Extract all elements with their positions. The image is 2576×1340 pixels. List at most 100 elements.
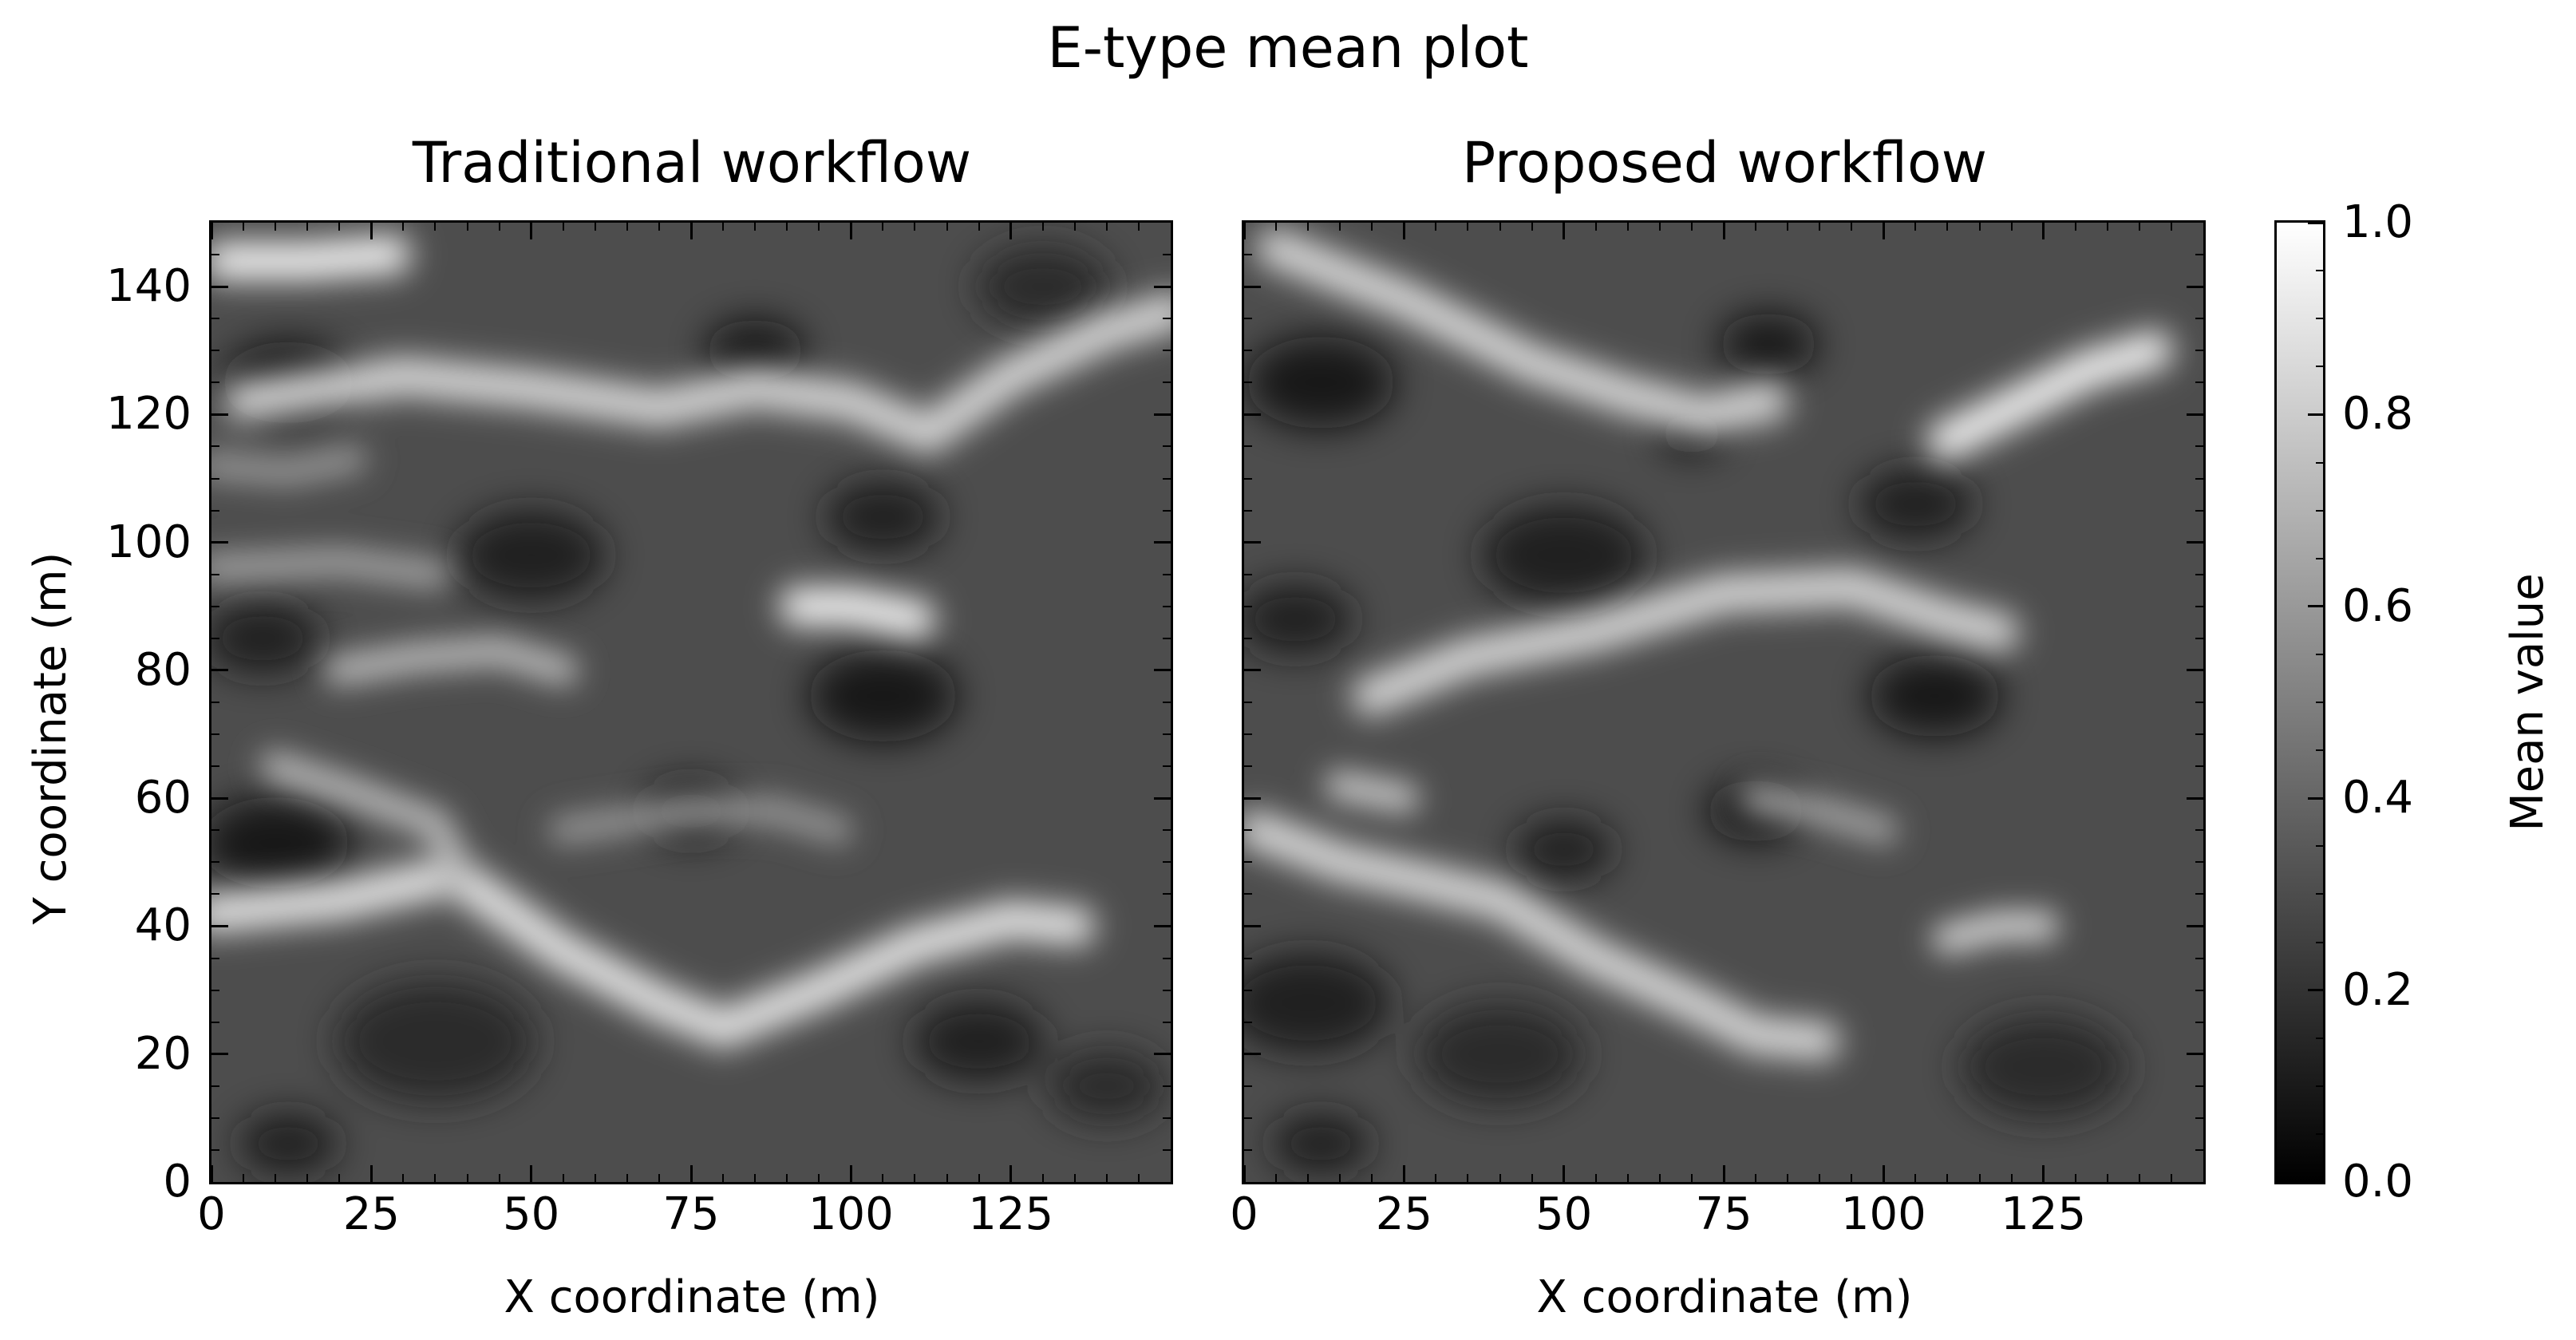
x-minor-tick: [882, 1174, 884, 1183]
y-minor-tick-right: [1163, 989, 1171, 991]
y-major-tick-right: [2187, 669, 2204, 672]
x-minor-tick-top: [1531, 222, 1533, 231]
x-minor-tick: [498, 1174, 500, 1183]
x-minor-tick-top: [1499, 222, 1501, 231]
y-tick-label: 40: [134, 899, 192, 952]
dark-region-3: [1480, 504, 1647, 607]
x-minor-tick: [1851, 1174, 1853, 1183]
bright-channel-4: [211, 551, 445, 584]
colorbar-tick-label: 0.6: [2342, 579, 2414, 632]
y-minor-tick: [1243, 1021, 1252, 1023]
y-minor-tick: [211, 765, 219, 768]
x-tick-label: 100: [1840, 1188, 1926, 1240]
bright-channel-8: [553, 801, 848, 840]
x-minor-tick: [1307, 1174, 1310, 1183]
x-major-tick: [1882, 1165, 1885, 1183]
y-major-tick-right: [2187, 796, 2204, 800]
y-minor-tick-right: [1163, 381, 1171, 384]
y-minor-tick-right: [1163, 509, 1171, 512]
x-minor-tick-top: [1594, 222, 1597, 231]
y-minor-tick-right: [2195, 254, 2204, 256]
x-minor-tick-top: [466, 222, 468, 231]
y-minor-tick-right: [1163, 350, 1171, 352]
y-minor-tick-right: [2195, 445, 2204, 448]
y-minor-tick: [1243, 957, 1252, 959]
x-tick-label: 25: [342, 1188, 400, 1240]
x-minor-tick: [1755, 1174, 1757, 1183]
y-minor-tick: [1243, 989, 1252, 991]
left-heatmap-image: [211, 223, 1171, 1182]
y-minor-tick-right: [2195, 1021, 2204, 1023]
x-major-tick-top: [1722, 222, 1725, 239]
colorbar-minor-tick: [2316, 941, 2324, 943]
x-major-tick-top: [210, 222, 213, 239]
y-minor-tick-right: [2195, 1148, 2204, 1151]
x-minor-tick: [2106, 1174, 2108, 1183]
y-minor-tick-right: [2195, 509, 2204, 512]
x-minor-tick: [818, 1174, 820, 1183]
colorbar-minor-tick: [2316, 557, 2324, 559]
x-minor-tick: [1978, 1174, 1981, 1183]
x-tick-label: 75: [662, 1188, 720, 1240]
y-minor-tick-right: [2195, 605, 2204, 607]
colorbar-minor-tick: [2316, 653, 2324, 655]
x-minor-tick-top: [1690, 222, 1693, 231]
x-minor-tick: [2170, 1174, 2172, 1183]
colorbar-minor-tick: [2316, 1037, 2324, 1039]
y-minor-tick: [1243, 1117, 1252, 1119]
x-minor-tick-top: [1787, 222, 1789, 231]
y-major-tick: [211, 669, 228, 672]
x-major-tick: [210, 1165, 213, 1183]
y-minor-tick: [211, 957, 219, 959]
x-minor-tick: [1499, 1174, 1501, 1183]
y-minor-tick-right: [1163, 765, 1171, 768]
y-minor-tick: [1243, 477, 1252, 480]
x-minor-tick-top: [1041, 222, 1044, 231]
x-minor-tick-top: [1339, 222, 1341, 231]
dark-region-4: [1857, 468, 1974, 540]
y-minor-tick-right: [2195, 733, 2204, 736]
x-tick-label: 0: [197, 1188, 226, 1240]
dark-region-5: [1244, 583, 1354, 655]
x-tick-label: 125: [2001, 1188, 2087, 1240]
y-minor-tick-right: [1163, 733, 1171, 736]
y-minor-tick: [1243, 509, 1252, 512]
dark-region-7: [211, 796, 350, 889]
y-major-tick-right: [1154, 924, 1171, 927]
x-minor-tick-top: [1105, 222, 1108, 231]
colorbar-minor-tick: [2316, 1132, 2324, 1135]
y-tick-label: 140: [106, 260, 192, 313]
colorbar-minor-tick: [2316, 366, 2324, 368]
dark-region-11: [238, 1113, 338, 1175]
y-major-tick-right: [2187, 541, 2204, 544]
x-major-tick: [849, 1165, 852, 1183]
y-major-tick-right: [1154, 1053, 1171, 1056]
x-major-tick: [1009, 1165, 1013, 1183]
x-major-tick: [369, 1165, 373, 1183]
y-minor-tick: [211, 350, 219, 352]
y-tick-labels: 0 20 40 60 80 100 120 140: [0, 0, 192, 1340]
y-major-tick: [211, 285, 228, 288]
y-minor-tick-right: [1163, 1148, 1171, 1151]
x-minor-tick-top: [1914, 222, 1917, 231]
x-minor-tick: [275, 1174, 277, 1183]
dark-region-12: [1270, 1113, 1371, 1175]
bright-channel-1: [231, 299, 1171, 447]
colorbar-tick-label: 0.2: [2342, 963, 2414, 1016]
y-minor-tick: [211, 989, 219, 991]
colorbar-tick-label: 0.0: [2342, 1156, 2414, 1208]
y-major-tick-right: [2187, 924, 2204, 927]
y-minor-tick: [1243, 350, 1252, 352]
y-minor-tick: [1243, 893, 1252, 895]
colorbar-major-tick: [2308, 221, 2324, 224]
x-minor-tick-top: [338, 222, 341, 231]
y-minor-tick: [1243, 829, 1252, 832]
x-minor-tick-top: [882, 222, 884, 231]
x-minor-tick: [1371, 1174, 1373, 1183]
dark-region-10: [335, 979, 535, 1103]
x-major-tick-top: [530, 222, 533, 239]
x-major-tick: [1722, 1165, 1725, 1183]
y-major-tick: [211, 924, 228, 927]
bright-channel-5: [787, 593, 928, 632]
y-minor-tick-right: [2195, 637, 2204, 639]
